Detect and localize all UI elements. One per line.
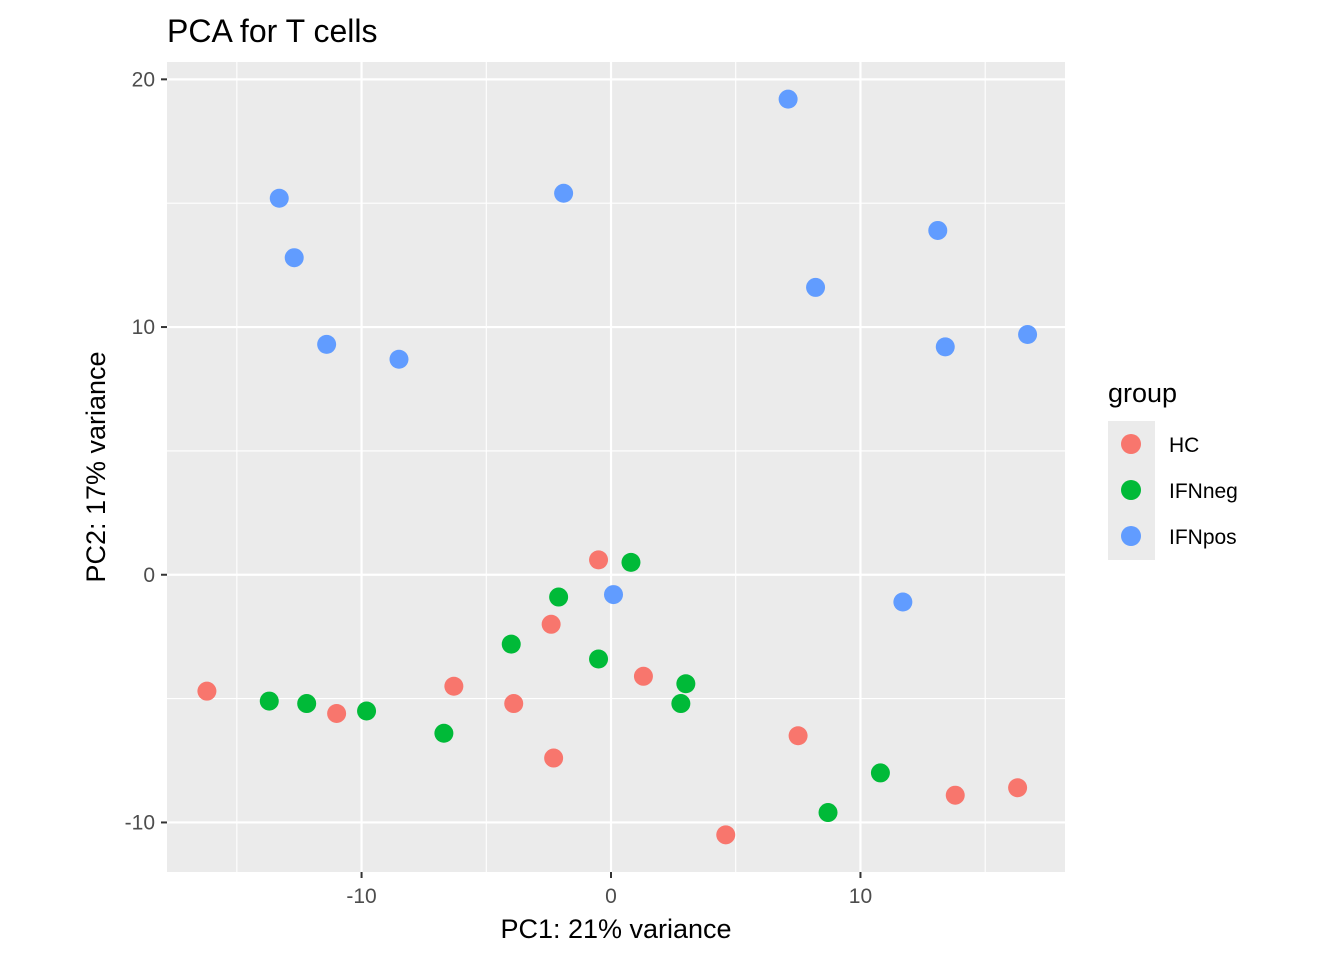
data-point-ifnpos (604, 585, 624, 605)
data-point-hc (589, 550, 609, 570)
data-point-hc (504, 694, 524, 714)
data-point-ifnpos (284, 248, 304, 268)
axis-ticks (161, 78, 862, 878)
data-point-ifnneg (357, 701, 377, 721)
data-point-hc (633, 666, 653, 686)
data-point-hc (945, 785, 965, 805)
y-tick-label: 10 (132, 316, 155, 339)
data-point-ifnpos (389, 349, 409, 369)
tick-labels: -10 0 10 -10 0 10 20 (125, 68, 872, 908)
data-point-ifnneg (549, 587, 569, 607)
data-point-ifnpos (1018, 324, 1038, 344)
data-points (197, 89, 1038, 845)
legend-key-ifnpos (1121, 526, 1141, 546)
legend-key-ifnneg (1121, 480, 1141, 500)
y-tick-label: 0 (143, 564, 155, 587)
data-point-ifnneg (434, 723, 454, 743)
data-point-ifnpos (806, 277, 826, 297)
y-tick-label: 20 (132, 68, 155, 91)
data-point-ifnpos (893, 592, 913, 612)
data-point-ifnneg (589, 649, 609, 669)
chart-title: PCA for T cells (167, 13, 377, 49)
data-point-ifnpos (317, 334, 337, 354)
legend: group HC IFNneg IFNpos (1108, 378, 1238, 560)
data-point-ifnpos (928, 220, 948, 240)
data-point-ifnpos (554, 183, 574, 203)
data-point-hc (444, 676, 464, 696)
data-point-ifnneg (259, 691, 279, 711)
major-gridlines (167, 62, 1065, 872)
y-tick-label: -10 (125, 811, 155, 834)
data-point-ifnneg (501, 634, 521, 654)
legend-key-hc (1121, 434, 1141, 454)
data-point-ifnneg (870, 763, 890, 783)
data-point-hc (716, 825, 736, 845)
data-point-hc (1008, 778, 1028, 798)
data-point-ifnpos (935, 337, 955, 357)
y-axis-title: PC2: 17% variance (81, 351, 111, 582)
data-point-ifnneg (671, 694, 691, 714)
data-point-hc (544, 748, 564, 768)
data-point-hc (541, 614, 561, 634)
x-tick-label: 10 (849, 885, 872, 908)
minor-gridlines (167, 62, 1065, 872)
data-point-ifnneg (297, 694, 317, 714)
legend-label-hc: HC (1169, 434, 1199, 457)
data-point-ifnneg (676, 674, 696, 694)
data-point-ifnneg (621, 552, 641, 572)
legend-title: group (1108, 378, 1177, 408)
data-point-ifnpos (778, 89, 798, 109)
plot-panel (167, 62, 1065, 872)
data-point-hc (197, 681, 217, 701)
data-point-ifnpos (269, 188, 289, 208)
x-tick-label: -10 (346, 885, 376, 908)
legend-label-ifnpos: IFNpos (1169, 526, 1237, 549)
data-point-hc (788, 726, 808, 746)
x-axis-title: PC1: 21% variance (500, 914, 731, 944)
data-point-hc (327, 703, 347, 723)
data-point-ifnneg (818, 803, 838, 823)
legend-label-ifnneg: IFNneg (1169, 480, 1238, 503)
x-tick-label: 0 (605, 885, 617, 908)
